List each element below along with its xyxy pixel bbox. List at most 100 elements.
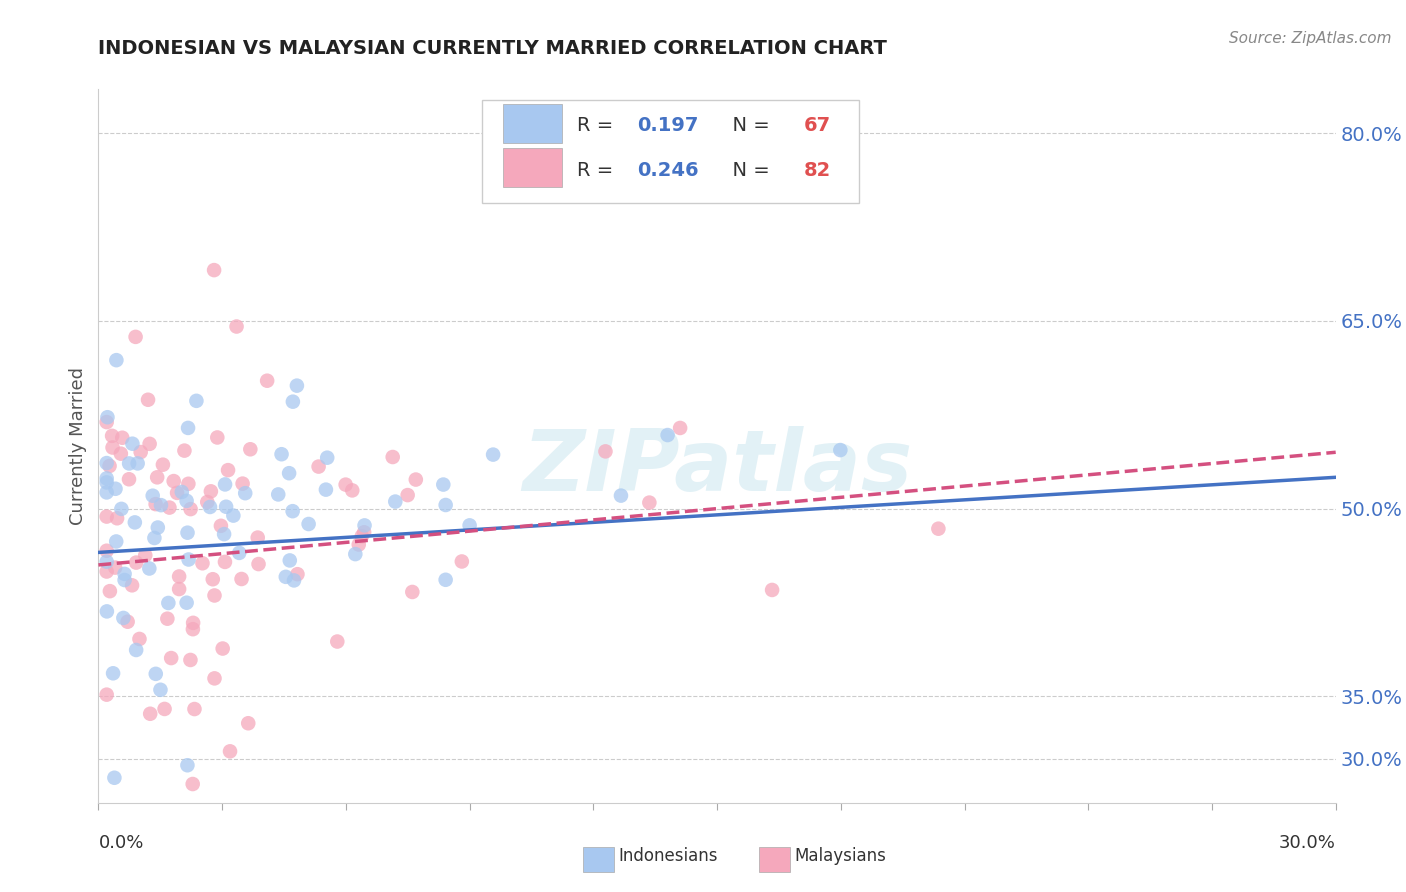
- Point: [139, 706, 162, 721]
- Point: [238, 716, 260, 731]
- Point: [121, 578, 143, 592]
- Point: [396, 488, 419, 502]
- Point: [134, 549, 156, 563]
- Point: [121, 436, 143, 450]
- Text: 0.246: 0.246: [637, 161, 699, 179]
- Point: [353, 518, 375, 533]
- Text: N =: N =: [720, 116, 776, 136]
- Point: [202, 263, 225, 277]
- Point: [167, 569, 190, 583]
- Point: [344, 547, 367, 561]
- Point: [308, 459, 330, 474]
- Point: [246, 531, 269, 545]
- Point: [195, 495, 218, 509]
- Point: [595, 444, 617, 458]
- Point: [274, 570, 297, 584]
- Point: [225, 319, 247, 334]
- Point: [401, 585, 423, 599]
- Point: [239, 442, 262, 457]
- Text: 0.0%: 0.0%: [98, 834, 143, 852]
- Point: [297, 516, 319, 531]
- Point: [136, 392, 159, 407]
- Point: [96, 604, 118, 618]
- Point: [166, 486, 188, 500]
- Point: [118, 457, 141, 471]
- Point: [316, 450, 339, 465]
- Point: [143, 531, 166, 545]
- Point: [191, 556, 214, 570]
- Point: [149, 498, 172, 512]
- Point: [450, 554, 472, 568]
- Point: [434, 498, 457, 512]
- FancyBboxPatch shape: [482, 100, 859, 203]
- Point: [405, 473, 427, 487]
- Point: [149, 682, 172, 697]
- Point: [335, 477, 357, 491]
- Point: [114, 566, 136, 581]
- Point: [278, 466, 301, 480]
- Point: [228, 546, 250, 560]
- Point: [222, 508, 245, 523]
- Point: [96, 485, 118, 500]
- Point: [117, 615, 139, 629]
- Point: [96, 456, 118, 470]
- Point: [177, 421, 200, 435]
- Point: [204, 672, 226, 686]
- Point: [110, 501, 132, 516]
- Text: R =: R =: [578, 161, 620, 179]
- Point: [287, 567, 309, 582]
- Point: [96, 565, 118, 579]
- FancyBboxPatch shape: [503, 103, 562, 143]
- Point: [270, 447, 292, 461]
- Point: [105, 353, 128, 368]
- Point: [176, 758, 198, 772]
- Point: [176, 596, 198, 610]
- Text: 30.0%: 30.0%: [1279, 834, 1336, 852]
- Point: [101, 441, 124, 455]
- Point: [458, 518, 481, 533]
- Point: [98, 458, 121, 473]
- Point: [104, 482, 127, 496]
- Point: [212, 527, 235, 541]
- Point: [105, 511, 128, 525]
- Point: [173, 443, 195, 458]
- Point: [256, 374, 278, 388]
- Text: R =: R =: [578, 116, 620, 136]
- Point: [200, 484, 222, 499]
- Point: [232, 476, 254, 491]
- Point: [176, 493, 198, 508]
- Text: 67: 67: [804, 116, 831, 136]
- Point: [170, 485, 193, 500]
- Point: [111, 431, 134, 445]
- Point: [350, 529, 373, 543]
- Point: [830, 443, 852, 458]
- Point: [215, 500, 238, 514]
- Point: [657, 428, 679, 442]
- Text: 82: 82: [804, 161, 831, 179]
- Point: [761, 582, 783, 597]
- Point: [103, 771, 125, 785]
- Point: [209, 518, 232, 533]
- Point: [278, 553, 301, 567]
- Point: [181, 622, 204, 636]
- Point: [114, 573, 136, 587]
- Point: [183, 702, 205, 716]
- Point: [434, 573, 457, 587]
- Point: [125, 643, 148, 657]
- Point: [96, 555, 118, 569]
- Point: [104, 560, 127, 574]
- Point: [128, 632, 150, 646]
- Point: [152, 458, 174, 472]
- Point: [384, 494, 406, 508]
- Point: [233, 486, 256, 500]
- Point: [267, 487, 290, 501]
- Point: [138, 437, 160, 451]
- Point: [482, 448, 505, 462]
- Point: [177, 476, 200, 491]
- Point: [96, 475, 118, 490]
- Point: [96, 410, 118, 425]
- Point: [146, 520, 169, 534]
- Point: [217, 463, 239, 477]
- Point: [167, 582, 190, 596]
- Point: [281, 394, 304, 409]
